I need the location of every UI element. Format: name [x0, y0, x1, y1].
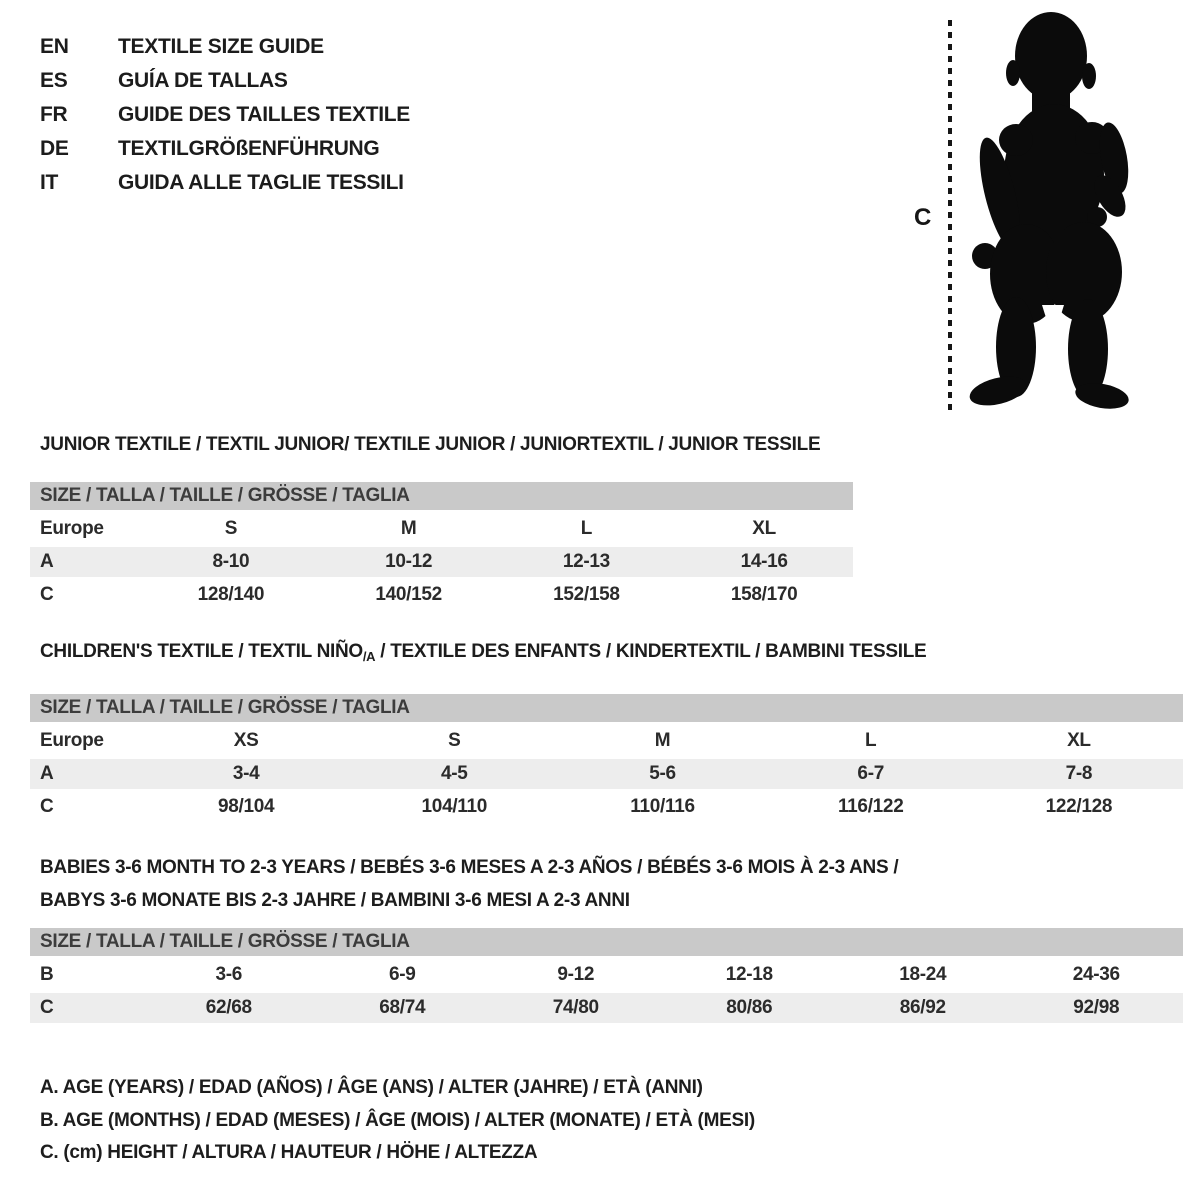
value-cell: 140/152: [375, 584, 442, 605]
language-label: GUÍA DE TALLAS: [118, 69, 288, 92]
value-cell: 86/92: [899, 997, 946, 1018]
value-cell: 3-6: [215, 964, 243, 985]
table-row-age: A 3-4 4-5 5-6 6-7 7-8: [30, 759, 1183, 789]
section-title: CHILDREN'S TEXTILE / TEXTIL NIÑO/A / TEX…: [30, 641, 1183, 668]
title-line-2: BABYS 3-6 MONATE BIS 2-3 JAHRE / BAMBINI…: [40, 890, 630, 911]
language-code: ES: [40, 69, 68, 92]
value-cell: 92/98: [1073, 997, 1120, 1018]
legend-line-a: A. AGE (YEARS) / EDAD (AÑOS) / ÂGE (ANS)…: [40, 1077, 703, 1098]
value-cell: 68/74: [379, 997, 426, 1018]
table-row-months: B 3-6 6-9 9-12 12-18 18-24 24-36: [30, 960, 1183, 990]
value-cell: 7-8: [1065, 763, 1093, 784]
language-row-de: DE TEXTILGRÖßENFÜHRUNG: [40, 132, 410, 166]
value-cell: 158/170: [730, 584, 798, 605]
value-cell: 116/122: [837, 796, 904, 817]
legend: A. AGE (YEARS) / EDAD (AÑOS) / ÂGE (ANS)…: [40, 1072, 755, 1170]
language-row-en: EN TEXTILE SIZE GUIDE: [40, 30, 410, 64]
size-cell: S: [224, 518, 238, 539]
language-list: EN TEXTILE SIZE GUIDE ES GUÍA DE TALLAS …: [40, 30, 410, 200]
height-measure-label: C: [914, 204, 932, 231]
table-row-europe: Europe XS S M L XL: [30, 726, 1183, 756]
table-row-europe: Europe S M L XL: [30, 514, 853, 544]
size-cell: S: [448, 730, 461, 751]
language-code: DE: [40, 137, 69, 160]
value-cell: 152/158: [553, 584, 620, 605]
title-text: / TEXTILE DES ENFANTS / KINDERTEXTIL / B…: [375, 641, 927, 662]
height-measure-dashed-line: [948, 20, 952, 416]
value-cell: 110/116: [630, 796, 695, 817]
table-row-age: A 8-10 10-12 12-13 14-16: [30, 547, 853, 577]
section-title: JUNIOR TEXTILE / TEXTIL JUNIOR/ TEXTILE …: [40, 434, 821, 455]
value-cell: 128/140: [197, 584, 265, 605]
size-cell: L: [580, 518, 593, 539]
language-row-fr: FR GUIDE DES TAILLES TEXTILE: [40, 98, 410, 132]
language-row-es: ES GUÍA DE TALLAS: [40, 64, 410, 98]
value-cell: 6-7: [857, 763, 884, 784]
value-cell: 14-16: [740, 551, 788, 572]
size-cell: M: [400, 518, 417, 539]
size-cell: XS: [233, 730, 259, 751]
size-header-bar: SIZE / TALLA / TAILLE / GRÖSSE / TAGLIA: [30, 482, 853, 510]
section-junior-textile: JUNIOR TEXTILE / TEXTIL JUNIOR/ TEXTILE …: [30, 434, 853, 610]
size-cell: XL: [752, 518, 776, 539]
section-title: BABIES 3-6 MONTH TO 2-3 YEARS / BEBÉS 3-…: [30, 851, 1183, 917]
size-cell: XL: [1067, 730, 1091, 751]
value-cell: 80/86: [726, 997, 773, 1018]
title-line-1: BABIES 3-6 MONTH TO 2-3 YEARS / BEBÉS 3-…: [40, 857, 899, 878]
section-babies-textile: BABIES 3-6 MONTH TO 2-3 YEARS / BEBÉS 3-…: [30, 851, 1183, 1023]
value-cell: 18-24: [899, 964, 947, 985]
language-label: TEXTILE SIZE GUIDE: [118, 35, 324, 58]
table-row-height: C 62/68 68/74 74/80 80/86 86/92 92/98: [30, 993, 1183, 1023]
table-row-height: C 128/140 140/152 152/158 158/170: [30, 580, 853, 610]
row-label: C: [40, 584, 54, 605]
title-subscript: /A: [362, 649, 376, 664]
size-header-bar: SIZE / TALLA / TAILLE / GRÖSSE / TAGLIA: [30, 928, 1183, 956]
size-cell: M: [654, 730, 671, 751]
language-label: GUIDA ALLE TAGLIE TESSILI: [118, 171, 404, 194]
value-cell: 9-12: [557, 964, 595, 985]
section-children-textile: CHILDREN'S TEXTILE / TEXTIL NIÑO/A / TEX…: [30, 641, 1183, 822]
value-cell: 4-5: [441, 763, 468, 784]
language-code: FR: [40, 103, 68, 126]
value-cell: 5-6: [649, 763, 676, 784]
size-cell: L: [865, 730, 877, 751]
language-code: EN: [40, 35, 69, 58]
value-cell: 74/80: [552, 997, 599, 1018]
row-label: C: [40, 796, 54, 817]
value-cell: 6-9: [388, 964, 416, 985]
value-cell: 3-4: [232, 763, 260, 784]
legend-line-b: B. AGE (MONTHS) / EDAD (MESES) / ÂGE (MO…: [40, 1109, 755, 1131]
table-row-height: C 98/104 104/110 110/116 116/122 122/128: [30, 792, 1183, 822]
value-cell: 8-10: [212, 551, 250, 572]
language-label: GUIDE DES TAILLES TEXTILE: [118, 103, 410, 126]
row-label: C: [40, 997, 54, 1018]
value-cell: 10-12: [385, 551, 433, 572]
value-cell: 98/104: [217, 796, 275, 817]
row-label: B: [40, 964, 54, 985]
toddler-silhouette-icon: [969, 12, 1129, 409]
value-cell: 104/110: [421, 796, 488, 817]
language-row-it: IT GUIDA ALLE TAGLIE TESSILI: [40, 166, 410, 200]
value-cell: 62/68: [205, 997, 252, 1018]
language-code: IT: [40, 171, 59, 194]
row-label: A: [40, 551, 54, 572]
title-text: CHILDREN'S TEXTILE / TEXTIL NIÑO: [40, 641, 363, 662]
size-header-bar: SIZE / TALLA / TAILLE / GRÖSSE / TAGLIA: [30, 694, 1183, 722]
legend-line-c: C. (cm) HEIGHT / ALTURA / HAUTEUR / HÖHE…: [40, 1142, 538, 1163]
row-label: A: [40, 763, 54, 784]
language-label: TEXTILGRÖßENFÜHRUNG: [118, 137, 380, 160]
value-cell: 12-13: [562, 551, 610, 572]
value-cell: 12-18: [725, 964, 773, 985]
row-label: Europe: [40, 730, 104, 751]
value-cell: 24-36: [1072, 964, 1120, 985]
row-label: Europe: [40, 518, 104, 539]
value-cell: 122/128: [1045, 796, 1113, 817]
